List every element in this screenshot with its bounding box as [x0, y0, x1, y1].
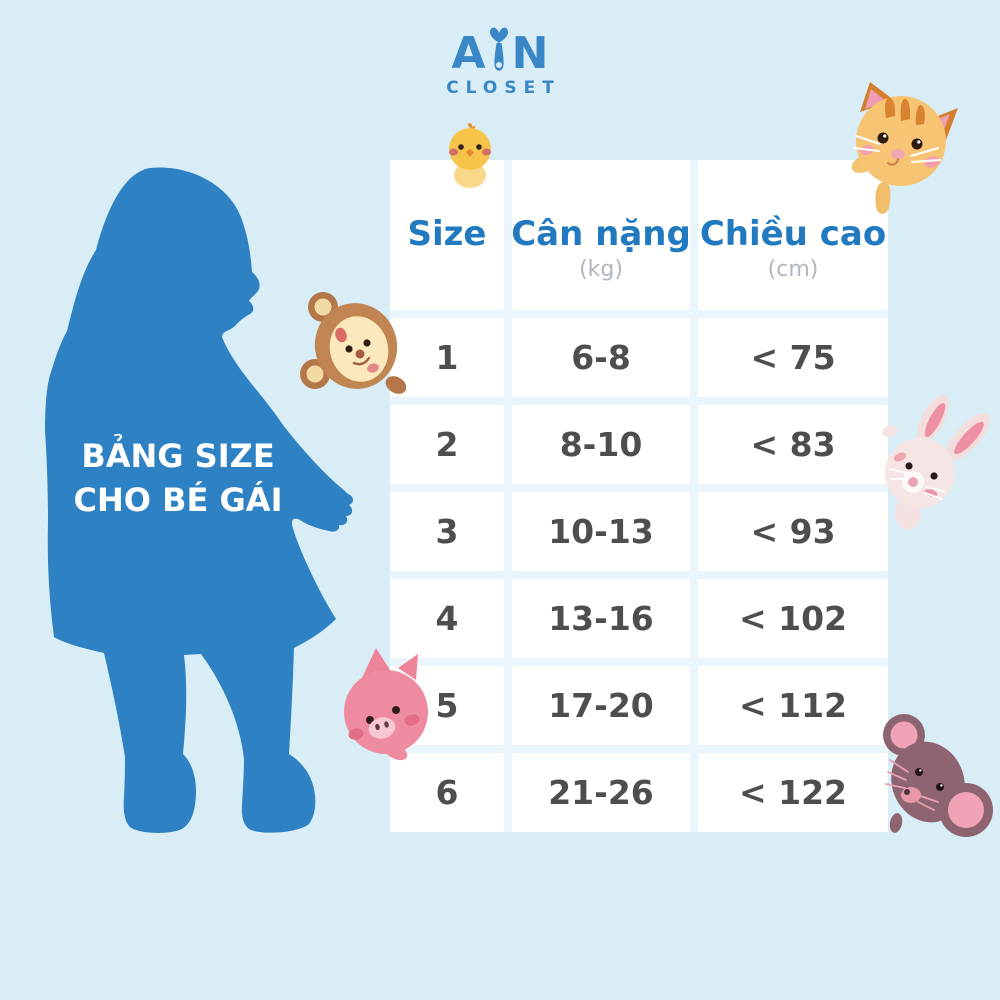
row2-weight: 8-10: [512, 405, 690, 484]
pig-icon: [344, 648, 428, 761]
header-height: Chiều cao (cm): [698, 160, 888, 310]
logo-letter-n: N: [511, 28, 549, 80]
header-weight-unit: (kg): [579, 257, 623, 282]
poster-title-line2: CHO BÉ GÁI: [73, 481, 283, 520]
cat-icon: [851, 82, 958, 214]
row1-height: < 75: [698, 318, 888, 397]
row1-weight: 6-8: [512, 318, 690, 397]
heart-pin-icon: [489, 27, 508, 71]
header-weight-label: Cân nặng: [511, 214, 691, 254]
row5-weight: 17-20: [512, 666, 690, 745]
header-weight: Cân nặng (kg): [511, 160, 691, 310]
row1-size: 1: [390, 318, 504, 397]
row4-height: < 102: [698, 579, 888, 658]
row2-size: 2: [390, 405, 504, 484]
bunny-icon: [882, 394, 990, 530]
header-size: Size: [390, 160, 504, 310]
monkey-icon: [300, 292, 406, 394]
row4-weight: 13-16: [512, 579, 690, 658]
chick-icon: [449, 123, 491, 188]
logo-subtitle: CLOSET: [446, 78, 561, 98]
row6-weight: 21-26: [512, 753, 690, 832]
girl-silhouette: [45, 167, 354, 833]
row5-height: < 112: [698, 666, 888, 745]
row3-weight: 10-13: [512, 492, 690, 571]
row3-height: < 93: [698, 492, 888, 571]
row3-size: 3: [390, 492, 504, 571]
brand-logo-wordmark: A N: [0, 20, 1000, 80]
mouse-icon: [883, 714, 993, 837]
row4-size: 4: [390, 579, 504, 658]
row6-size: 6: [390, 753, 504, 832]
header-height-label: Chiều cao: [699, 214, 887, 254]
poster-title: BẢNG SIZE CHO BÉ GÁI: [48, 434, 308, 522]
header-height-unit: (cm): [767, 257, 819, 282]
logo-letter-a: A: [451, 28, 486, 80]
row6-height: < 122: [698, 753, 888, 832]
size-table: Size Cân nặng (kg) Chiều cao (cm) 1 6-8 …: [390, 160, 888, 832]
row2-height: < 83: [698, 405, 888, 484]
header-size-label: Size: [407, 214, 487, 254]
poster-title-line1: BẢNG SIZE: [81, 437, 275, 475]
brand-logo: A N CLOSET: [0, 20, 1000, 98]
